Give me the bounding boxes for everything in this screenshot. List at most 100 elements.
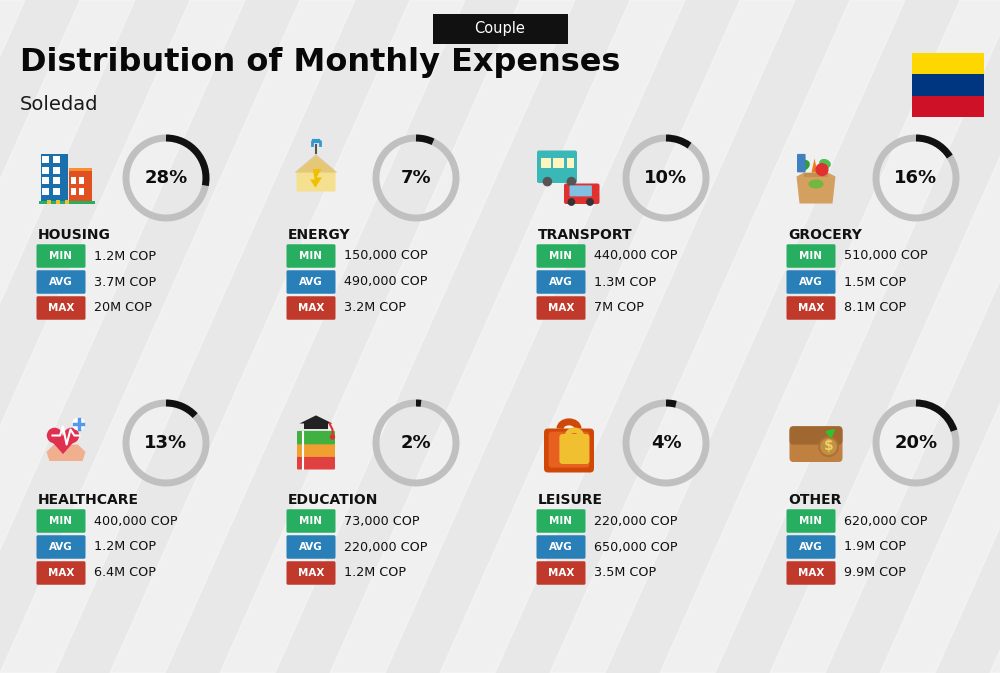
Text: 10%: 10% [644,169,688,187]
FancyBboxPatch shape [790,427,843,462]
FancyBboxPatch shape [567,158,574,168]
Polygon shape [880,0,1000,673]
Text: MAX: MAX [298,303,324,313]
Text: ENERGY: ENERGY [288,228,351,242]
Text: HOUSING: HOUSING [38,228,111,242]
Text: 13%: 13% [144,434,188,452]
Text: 4%: 4% [651,434,681,452]
Polygon shape [990,0,1000,673]
Text: MIN: MIN [800,251,822,261]
Circle shape [330,434,335,439]
Polygon shape [660,0,1000,673]
Circle shape [820,438,837,455]
FancyBboxPatch shape [790,426,843,445]
FancyBboxPatch shape [287,561,335,585]
Text: 2%: 2% [401,434,431,452]
Text: 1.2M COP: 1.2M COP [94,540,156,553]
FancyBboxPatch shape [42,188,49,194]
FancyBboxPatch shape [536,296,586,320]
Text: AVG: AVG [299,542,323,552]
FancyBboxPatch shape [46,201,51,203]
Polygon shape [0,0,135,673]
Text: 73,000 COP: 73,000 COP [344,514,420,528]
FancyBboxPatch shape [786,271,835,293]
Text: 1.2M COP: 1.2M COP [344,567,406,579]
FancyBboxPatch shape [79,188,84,194]
Text: 220,000 COP: 220,000 COP [344,540,428,553]
Text: AVG: AVG [799,542,823,552]
Text: 650,000 COP: 650,000 COP [594,540,678,553]
Text: HEALTHCARE: HEALTHCARE [38,493,139,507]
FancyBboxPatch shape [36,296,86,320]
Text: LEISURE: LEISURE [538,493,603,507]
FancyBboxPatch shape [912,96,984,117]
Polygon shape [310,169,322,188]
Text: AVG: AVG [549,542,573,552]
FancyBboxPatch shape [797,154,806,172]
Ellipse shape [819,159,831,168]
FancyBboxPatch shape [297,431,335,444]
Polygon shape [0,0,355,673]
Polygon shape [46,444,86,461]
Text: MIN: MIN [550,516,572,526]
FancyBboxPatch shape [549,431,589,468]
FancyBboxPatch shape [53,188,60,194]
Text: 20M COP: 20M COP [94,302,152,314]
Polygon shape [550,0,905,673]
FancyBboxPatch shape [537,151,577,183]
Text: 3.7M COP: 3.7M COP [94,275,156,289]
FancyBboxPatch shape [36,561,86,585]
Text: 7%: 7% [401,169,431,187]
Circle shape [568,198,575,206]
Polygon shape [0,0,245,673]
Text: MIN: MIN [50,516,72,526]
Text: 9.9M COP: 9.9M COP [844,567,906,579]
Polygon shape [299,415,332,423]
Circle shape [586,198,594,206]
Text: 8.1M COP: 8.1M COP [844,302,906,314]
Circle shape [567,177,576,186]
Polygon shape [294,154,338,172]
FancyBboxPatch shape [36,271,86,293]
FancyBboxPatch shape [53,156,60,163]
Text: Distribution of Monthly Expenses: Distribution of Monthly Expenses [20,48,620,79]
Text: MIN: MIN [800,516,822,526]
Text: 490,000 COP: 490,000 COP [344,275,428,289]
Text: 3.2M COP: 3.2M COP [344,302,406,314]
FancyBboxPatch shape [79,178,84,184]
FancyBboxPatch shape [544,429,594,472]
Text: MAX: MAX [798,568,824,578]
FancyBboxPatch shape [912,52,984,74]
Text: Couple: Couple [475,22,525,36]
FancyBboxPatch shape [287,296,335,320]
Text: 20%: 20% [894,434,938,452]
FancyBboxPatch shape [53,178,60,184]
Text: 220,000 COP: 220,000 COP [594,514,678,528]
FancyBboxPatch shape [536,561,586,585]
FancyBboxPatch shape [786,561,835,585]
Text: 620,000 COP: 620,000 COP [844,514,928,528]
FancyBboxPatch shape [70,188,76,194]
Polygon shape [110,0,465,673]
Text: AVG: AVG [299,277,323,287]
FancyBboxPatch shape [42,167,49,174]
FancyBboxPatch shape [36,509,86,533]
FancyBboxPatch shape [432,14,568,44]
Polygon shape [330,0,685,673]
FancyBboxPatch shape [786,535,835,559]
FancyBboxPatch shape [42,178,49,184]
FancyBboxPatch shape [287,244,335,268]
FancyBboxPatch shape [39,201,94,205]
Text: 3.5M COP: 3.5M COP [594,567,656,579]
Circle shape [818,436,839,457]
Circle shape [72,417,85,431]
Text: MAX: MAX [298,568,324,578]
FancyBboxPatch shape [56,201,60,203]
Text: GROCERY: GROCERY [788,228,862,242]
Text: $: $ [824,439,833,453]
Text: MIN: MIN [50,251,72,261]
FancyBboxPatch shape [297,444,335,457]
FancyBboxPatch shape [36,244,86,268]
FancyBboxPatch shape [540,158,551,168]
FancyBboxPatch shape [69,169,92,202]
